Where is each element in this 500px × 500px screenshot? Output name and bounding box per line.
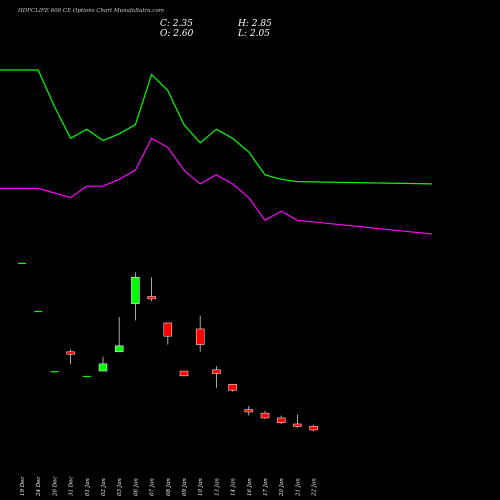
candle (66, 349, 75, 364)
x-tick-label: 26 Dec (52, 477, 58, 498)
x-tick-label: 07 Jan (150, 478, 156, 496)
candle-body-down (276, 417, 286, 424)
candle-body-down (212, 369, 221, 374)
candle-body-up (131, 276, 140, 304)
chart-title: HDFCLIFE 600 CE Options Chart MunafaSutr… (18, 8, 164, 14)
indicator-lines (0, 69, 433, 235)
ohlc-high: H: 2.85 (238, 19, 272, 29)
x-tick-label: 06 Jan (133, 478, 139, 496)
x-tick-label: 01 Jan (85, 478, 91, 496)
x-tick-label: 21 Jan (295, 478, 301, 497)
x-tick-label: 22 Jan (312, 478, 318, 497)
x-tick-label: 03 Jan (117, 478, 123, 496)
candle (114, 316, 124, 353)
candle (293, 414, 302, 428)
ohlc-open: O: 2.60 (160, 29, 194, 39)
candle (147, 277, 156, 302)
candle-body-down (66, 351, 75, 355)
x-tick-label: 10 Jan (198, 478, 204, 496)
x-tick-label: 13 Jan (214, 478, 220, 496)
candle (82, 375, 91, 378)
candle-body-up (34, 310, 43, 313)
candle-body-down (293, 423, 302, 427)
candle-body-up (114, 345, 124, 353)
ohlc-low: L: 2.05 (238, 29, 270, 39)
candle (98, 356, 108, 372)
candle-body-down (147, 296, 156, 300)
candle (163, 322, 173, 345)
candle-body-down (244, 409, 254, 413)
x-tick-label: 20 Jan (279, 478, 285, 497)
candle (34, 310, 43, 313)
candle-body-up (18, 262, 26, 265)
candle (131, 272, 140, 321)
x-tick-label: 02 Jan (101, 478, 107, 496)
x-tick-label: 09 Jan (182, 478, 188, 496)
candle (244, 405, 254, 416)
candle-body-down (228, 384, 237, 391)
x-tick-label: 14 Jan (231, 478, 237, 496)
candle-body-up (98, 363, 108, 372)
candle-body-up (82, 375, 91, 378)
candle-body-down (260, 412, 270, 419)
x-tick-label: 24 Dec (36, 477, 42, 498)
candle-body-up (50, 371, 59, 373)
x-tick-label: 16 Jan (247, 478, 253, 496)
x-axis-labels: 19 Dec 24 Dec 26 Dec 31 Dec 01 Jan 02 Jan 03 J… (20, 477, 318, 498)
candle-body-down (309, 426, 318, 431)
x-tick-label: 31 Dec (69, 477, 75, 497)
candle (179, 370, 189, 377)
x-tick-label: 08 Jan (166, 478, 172, 496)
candle-body-down (179, 370, 189, 377)
candle (309, 425, 318, 432)
candle (212, 366, 221, 388)
x-tick-label: 19 Dec (20, 477, 26, 497)
ohlc-close: C: 2.35 (160, 19, 193, 29)
candle (50, 371, 59, 373)
candles (18, 262, 318, 432)
candle (228, 384, 237, 392)
candle (276, 415, 286, 424)
candle (260, 410, 270, 420)
candle (195, 315, 205, 352)
indicator-line-1 (0, 69, 433, 185)
indicator-line-2 (0, 137, 433, 235)
candle-body-down (163, 322, 173, 337)
x-tick-label: 17 Jan (263, 478, 269, 496)
candle (18, 262, 26, 265)
candle-body-down (195, 328, 205, 345)
